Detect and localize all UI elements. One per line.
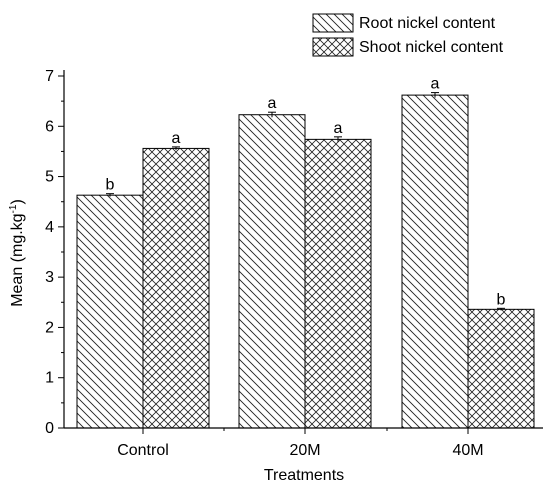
x-tick-label: 40M <box>452 442 483 459</box>
y-tick-label: 7 <box>45 68 54 85</box>
legend: Root nickel content Shoot nickel content <box>312 13 504 57</box>
legend-swatch-root <box>312 13 354 33</box>
y-tick-label: 3 <box>45 269 54 286</box>
significance-letter-0-2: a <box>431 76 440 93</box>
y-axis-title-close: ) <box>9 199 26 204</box>
x-axis-title: Treatments <box>264 467 344 484</box>
x-tick-label: 20M <box>289 442 320 459</box>
legend-label-root: Root nickel content <box>359 15 496 32</box>
y-tick-label: 1 <box>45 370 54 387</box>
significance-letter-1-2: b <box>497 291 506 308</box>
legend-label-shoot: Shoot nickel content <box>359 39 504 56</box>
significance-letter-0-0: b <box>106 177 115 194</box>
bar-1-2 <box>467 308 535 429</box>
y-axis-title-sup: -1 <box>8 204 19 213</box>
bar-0-1 <box>238 114 306 429</box>
y-tick-label: 2 <box>45 319 54 336</box>
legend-swatch-shoot <box>312 37 354 57</box>
x-tick-label: Control <box>117 442 169 459</box>
significance-letter-1-0: a <box>172 130 181 147</box>
bar-0-2 <box>401 94 469 429</box>
y-axis-title-main: Mean (mg.kg <box>9 213 26 306</box>
y-tick-label: 0 <box>45 420 54 437</box>
y-tick-label: 4 <box>45 219 54 236</box>
y-tick-label: 5 <box>45 169 54 186</box>
significance-letter-0-1: a <box>268 95 277 112</box>
bar-1-0 <box>142 147 210 429</box>
plot-area: b a a a a b 0 1 2 3 4 5 6 7 Control 20M 40M <box>45 68 543 459</box>
y-axis-title: Mean (mg.kg-1) <box>8 199 26 307</box>
bar-0-0 <box>76 194 144 429</box>
bar-1-1 <box>304 138 372 429</box>
y-tick-label: 6 <box>45 118 54 135</box>
significance-letter-1-1: a <box>334 120 343 137</box>
